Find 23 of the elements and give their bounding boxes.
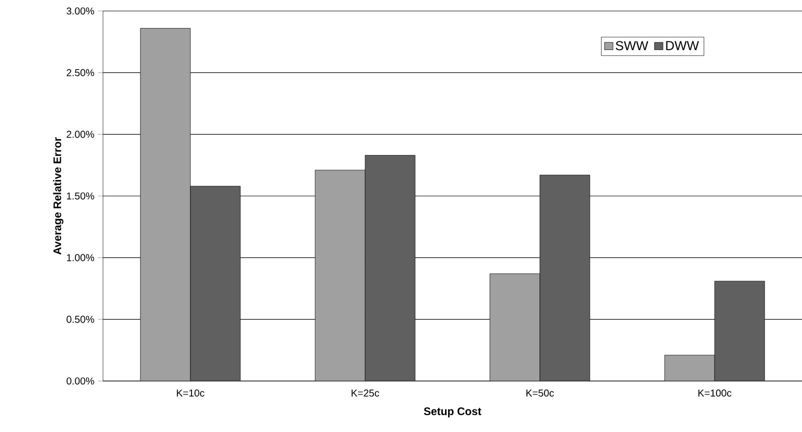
bar — [140, 28, 191, 381]
bar — [364, 155, 416, 381]
y-tick-label: 1.00% — [66, 254, 94, 262]
x-tick-label: K=25c — [352, 390, 380, 397]
x-tick-label: K=100c — [698, 390, 732, 397]
bar — [714, 280, 765, 381]
x-tick-label: K=50c — [526, 390, 554, 397]
y-tick-label: 0.00% — [66, 377, 94, 385]
y-axis-title: Average Relative Error — [53, 137, 64, 255]
y-tick-label: 2.50% — [66, 69, 94, 76]
y-tick-label: 0.50% — [66, 316, 94, 323]
x-axis-title: Setup Cost — [424, 407, 482, 418]
x-tick-label: K=10c — [176, 390, 204, 397]
bar — [664, 354, 715, 381]
legend-label: DWW — [666, 41, 699, 50]
bar — [540, 174, 590, 381]
y-tick-label: 1.50% — [66, 192, 94, 200]
bar — [314, 170, 366, 381]
y-tick-label: 3.00% — [66, 7, 94, 15]
bar — [490, 274, 540, 381]
legend-label: SWW — [616, 41, 648, 50]
bar — [190, 186, 241, 381]
y-tick-label: 2.00% — [66, 130, 94, 138]
